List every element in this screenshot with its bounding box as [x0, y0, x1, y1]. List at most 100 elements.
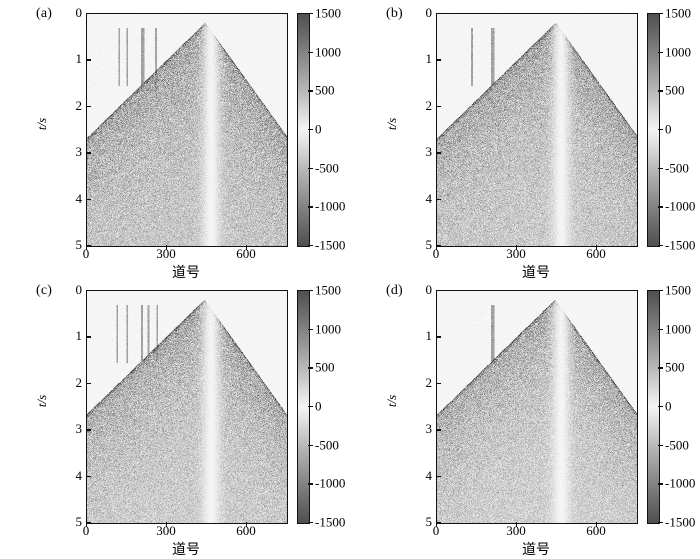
panel-a-colorbar-tick-mark: [308, 206, 313, 208]
panel-d-colorbar-tick-mark: [658, 367, 663, 369]
panel-d-colorbar-tick-mark: [658, 522, 663, 524]
panel-d-colorbar-tick-label: 500: [665, 359, 685, 375]
panel-b-colorbar-tick-mark: [658, 90, 663, 92]
panel-d-x-ticks: 0 300 600: [433, 523, 636, 542]
panel-b-colorbar-tick-label: -1000: [665, 198, 696, 214]
panel-b-y-tick-label: 0: [425, 5, 433, 20]
panel-b-y-tick-label: 1: [425, 51, 433, 67]
panel-b-y-ticks: 0 1 2 3 4 5: [406, 6, 433, 251]
panel-a-colorbar-tick-mark: [308, 13, 313, 15]
panel-c-y-tick-label: 0: [75, 282, 83, 297]
panel-b-y-axis-label: t/s: [384, 117, 400, 131]
panel-a-colorbar-tick-label: 1000: [315, 44, 341, 60]
panel-b-colorbar-tick-label: -1500: [665, 237, 696, 253]
panel-d-colorbar-tick-mark: [658, 290, 663, 292]
panel-c-seismic-raster: [87, 291, 287, 523]
panel-b-y-tick-mark: [436, 245, 441, 247]
panel-a-x-axis-label: 道号: [172, 265, 200, 281]
panel-c-colorbar-tick-mark: [308, 406, 313, 408]
panel-b-y-tick-mark: [436, 105, 441, 108]
panel-d-y-tick-mark: [436, 336, 441, 338]
panel-a-seismic-raster: [87, 14, 287, 246]
panel-a-y-tick-label: 1: [75, 51, 83, 67]
panel-d-y-axis-label: t/s: [384, 394, 400, 408]
panel-d-colorbar-tick-label: 1500: [665, 282, 691, 298]
panel-d-x-tick-mark: [596, 522, 598, 527]
panel-c-x-tick-mark: [246, 522, 248, 527]
panel-c-colorbar-tick-label: -1500: [315, 514, 346, 530]
panel-d-y-tick-mark: [436, 290, 441, 292]
panel-c-colorbar-tick-mark: [308, 522, 313, 524]
panel-a-colorbar-tick-mark: [308, 51, 313, 53]
panel-a-plot-area: [86, 13, 288, 247]
panel-a-colorbar-tick-label: 1500: [315, 5, 341, 21]
panel-c-colorbar-tick-label: 1500: [315, 282, 341, 298]
panel-c-x-tick-label: 600: [236, 523, 256, 538]
panel-c-x-ticks: 0 300 600: [82, 523, 286, 542]
panel-c-colorbar-tick-label: 500: [315, 359, 335, 375]
panel-d-tag: (d): [386, 283, 403, 298]
panel-c-x-tick-mark: [86, 522, 88, 527]
panel-b-y-tick-label: 4: [425, 190, 433, 206]
panel-d-y-tick-label: 4: [425, 467, 433, 483]
panel-b-tag: (b): [386, 6, 403, 21]
panel-a-colorbar-tick-label: 0: [315, 121, 322, 137]
panel-a-colorbar-tick-label: -1500: [315, 237, 346, 253]
panel-c-y-tick-mark: [86, 382, 91, 385]
panel-d-y-tick-mark: [436, 475, 441, 477]
panel-b-colorbar-tick-label: 500: [665, 82, 685, 98]
panel-c-y-axis-label: t/s: [34, 394, 50, 408]
panel-a-colorbar-tick-mark: [308, 245, 313, 247]
panel-b-colorbar-tick-mark: [658, 51, 663, 53]
panel-a-colorbar-ticks: 1500 1000 500 0 -500 -1000 -1500: [308, 7, 354, 252]
panel-a-colorbar-tick-mark: [308, 129, 313, 131]
panel-c-y-tick-label: 4: [75, 467, 83, 483]
panel-b-x-ticks: 0 300 600: [432, 246, 636, 265]
panel-a-y-tick-label: 0: [75, 5, 83, 20]
panel-d-y-ticks: 0 1 2 3 4 5: [406, 283, 433, 528]
panel-c-y-ticks: 0 1 2 3 4 5: [56, 283, 83, 528]
panel-b-y-tick-mark: [436, 59, 441, 61]
panel-d-colorbar-tick-mark: [658, 406, 663, 408]
panel-c-y-tick-label: 2: [75, 374, 83, 390]
panel-a-y-tick-mark: [86, 13, 91, 15]
panel-a-y-tick-mark: [86, 198, 91, 200]
panel-c-y-tick-label: 3: [75, 421, 83, 437]
panel-a-y-tick-label: 2: [75, 97, 83, 113]
panel-d-plot-area: [436, 290, 638, 524]
panel-d-colorbar-tick-label: -500: [665, 437, 689, 453]
panel-c-colorbar-tick-label: -1000: [315, 475, 346, 491]
panel-b-y-tick-mark: [436, 152, 441, 154]
panel-c-x-tick-mark: [166, 522, 168, 527]
panel-c-y-tick-mark: [86, 336, 91, 338]
panel-b-x-tick-label: 0: [432, 246, 440, 261]
panel-b-y-tick-label: 3: [425, 144, 433, 160]
panel-b-colorbar-tick-mark: [658, 13, 663, 15]
panel-d-x-tick-label: 600: [586, 523, 606, 538]
panel-b-x-tick-mark: [596, 245, 598, 250]
panel-c-x-tick-label: 0: [82, 523, 90, 538]
panel-c-colorbar-tick-label: -500: [315, 437, 339, 453]
panel-a-colorbar-tick-label: -500: [315, 160, 339, 176]
seismic-image: [437, 291, 637, 523]
panel-c-plot-area: [86, 290, 288, 524]
panel-b-colorbar-tick-mark: [658, 206, 663, 208]
seismic-image: [87, 14, 287, 246]
panel-a-tag: (a): [36, 6, 53, 21]
panel-c-colorbar-tick-mark: [308, 290, 313, 292]
panel-d-colorbar-ticks: 1500 1000 500 0 -500 -1000 -1500: [658, 284, 700, 529]
panel-c-colorbar-tick-label: 1000: [315, 321, 341, 337]
panel-a-colorbar-tick-mark: [308, 167, 313, 169]
panel-a-x-tick-label: 0: [82, 246, 90, 261]
panel-b-colorbar-ticks: 1500 1000 500 0 -500 -1000 -1500: [658, 7, 700, 252]
panel-a-y-tick-mark: [86, 245, 91, 247]
panel-d-y-tick-label: 5: [425, 514, 433, 529]
panel-c-y-tick-mark: [86, 429, 91, 431]
panel-d-y-tick-label: 0: [425, 282, 433, 297]
panel-c-colorbar-ticks: 1500 1000 500 0 -500 -1000 -1500: [308, 284, 354, 529]
panel-d-colorbar-tick-label: 0: [665, 398, 672, 414]
panel-b-plot-area: [436, 13, 638, 247]
panel-b-seismic-raster: [437, 14, 637, 246]
panel-d-seismic-raster: [437, 291, 637, 523]
